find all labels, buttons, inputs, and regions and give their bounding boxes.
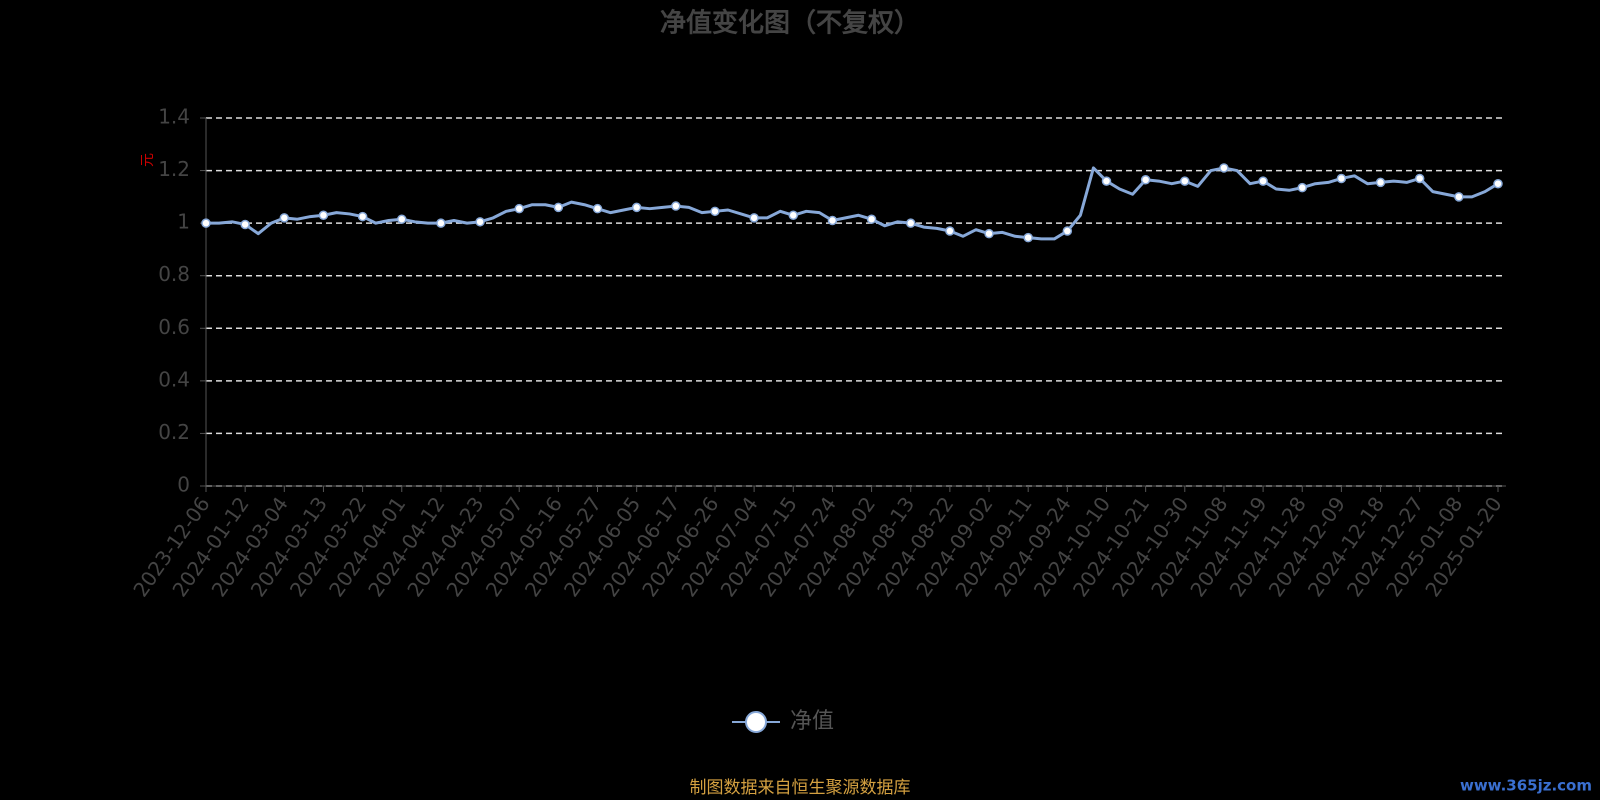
point	[984, 228, 994, 239]
point	[788, 210, 799, 221]
y-tick-label: 0.6	[158, 315, 190, 339]
point	[514, 203, 524, 214]
point	[318, 210, 329, 221]
y-tick-label: 1.4	[158, 105, 190, 129]
point	[475, 217, 485, 227]
point	[1414, 173, 1425, 184]
point	[1140, 175, 1151, 185]
point	[1062, 226, 1073, 236]
point	[905, 218, 916, 228]
point	[1297, 182, 1307, 193]
point	[1336, 173, 1347, 184]
point	[945, 226, 955, 236]
y-tick-label: 0.4	[158, 367, 190, 391]
point	[436, 218, 446, 228]
point	[1023, 232, 1033, 243]
y-axis-label: 元	[140, 153, 156, 167]
point	[1180, 176, 1190, 186]
point	[553, 202, 564, 213]
point	[1219, 163, 1229, 173]
point	[710, 206, 720, 217]
point	[1258, 176, 1268, 186]
chart-title: 净值变化图（不复权）	[660, 8, 920, 39]
point	[357, 211, 368, 222]
y-tick-label: 0	[177, 473, 190, 497]
point	[866, 214, 877, 224]
point	[1454, 192, 1464, 202]
point	[1101, 176, 1112, 186]
watermark: www.365jz.com	[1460, 777, 1592, 795]
point	[749, 213, 759, 223]
point	[671, 201, 681, 211]
y-tick-label: 0.2	[158, 420, 190, 444]
point	[240, 219, 250, 230]
point	[279, 213, 290, 223]
point	[1375, 177, 1386, 188]
y-tick-label: 1	[177, 210, 190, 234]
series-line	[206, 166, 1499, 241]
point	[1493, 178, 1503, 189]
point	[397, 214, 407, 224]
legend-marker	[745, 711, 767, 733]
y-tick-label: 0.8	[158, 262, 190, 286]
point	[827, 215, 838, 226]
point	[592, 203, 603, 214]
legend-label: 净值	[790, 709, 834, 734]
point	[201, 218, 211, 228]
source-note: 制图数据来自恒生聚源数据库	[690, 778, 911, 798]
y-tick-label: 1.2	[158, 157, 190, 181]
point	[631, 202, 642, 213]
